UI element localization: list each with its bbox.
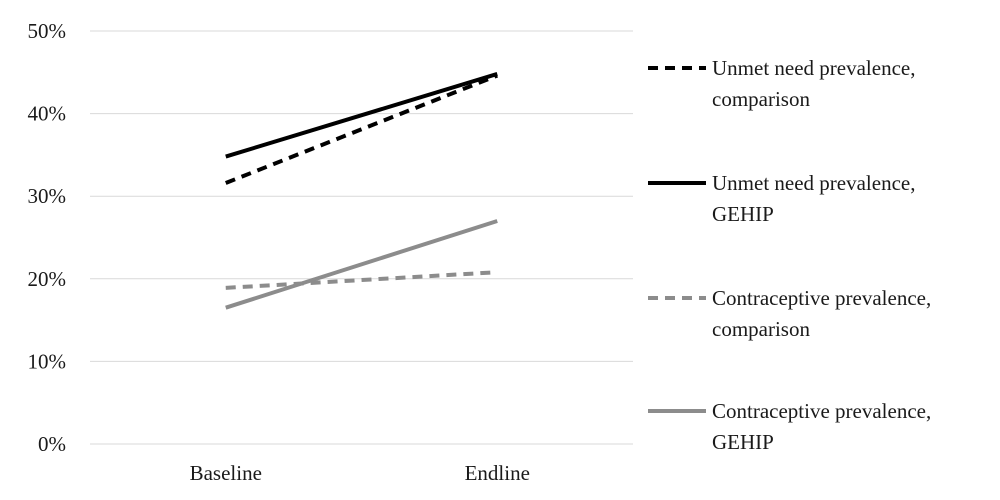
legend-label-2: Unmet need prevalence, GEHIP (712, 171, 915, 226)
y-tick-label: 30% (28, 184, 67, 208)
x-axis-tick-labels: Baseline Endline (190, 461, 530, 485)
x-tick-label: Baseline (190, 461, 262, 485)
y-tick-label: 50% (28, 19, 67, 43)
gridlines (90, 30, 633, 445)
legend-label-4: Contraceptive prevalence, GEHIP (712, 399, 931, 454)
series-line-1 (225, 73, 498, 185)
y-tick-label: 40% (28, 102, 67, 126)
y-axis-tick-labels: 0% 10% 20% 30% 40% 50% (28, 19, 67, 456)
legend-label-1: Unmet need prevalence, comparison (712, 56, 915, 111)
y-tick-label: 0% (38, 432, 66, 456)
series-lines (225, 72, 498, 310)
series-line-2 (225, 72, 498, 159)
legend: Unmet need prevalence, comparison Unmet ne… (648, 56, 931, 454)
legend-label-3: Contraceptive prevalence, comparison (712, 286, 931, 341)
series-line-3 (225, 270, 498, 290)
x-tick-label: Endline (465, 461, 530, 485)
series-line-4 (225, 219, 498, 310)
y-tick-label: 10% (28, 349, 67, 373)
y-tick-label: 20% (28, 267, 67, 291)
